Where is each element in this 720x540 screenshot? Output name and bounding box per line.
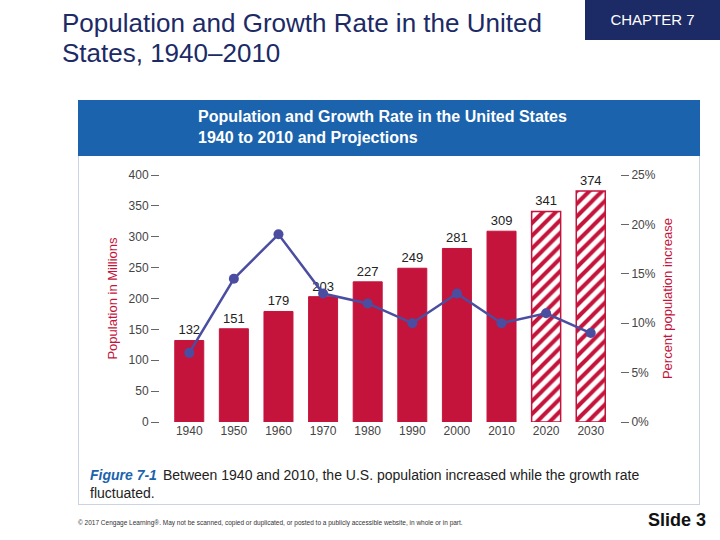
html-text:© 2017 Cengage Learning®. May: © 2017 Cengage Learning®. May not be sca…: [78, 519, 463, 526]
svg-text:350: 350: [129, 199, 149, 213]
svg-text:25%: 25%: [631, 168, 655, 182]
html-text:Figure 7-1 Between 1940 and 20: Figure 7-1 Between 1940 and 2010, the U.…: [90, 467, 640, 501]
svg-text:100: 100: [129, 353, 149, 367]
svg-text:1980: 1980: [354, 424, 381, 438]
svg-text:132: 132: [178, 322, 200, 337]
svg-text:374: 374: [580, 173, 602, 188]
svg-text:200: 200: [129, 292, 149, 306]
svg-text:203: 203: [312, 279, 334, 294]
svg-text:10%: 10%: [631, 316, 655, 330]
svg-text:1970: 1970: [310, 424, 337, 438]
svg-text:400: 400: [129, 168, 149, 182]
svg-text:1960: 1960: [265, 424, 292, 438]
svg-text:20%: 20%: [631, 218, 655, 232]
svg-text:2020: 2020: [533, 424, 560, 438]
svg-text:Population in Millions: Population in Millions: [105, 237, 120, 360]
svg-text:0: 0: [142, 415, 149, 429]
svg-text:0%: 0%: [631, 415, 649, 429]
svg-text:341: 341: [535, 193, 557, 208]
svg-text:2030: 2030: [577, 424, 604, 438]
html-text:Population and Growth Rate in: Population and Growth Rate in the United…: [62, 8, 542, 68]
svg-text:1990: 1990: [399, 424, 426, 438]
svg-text:1940: 1940: [176, 424, 203, 438]
svg-text:227: 227: [357, 264, 379, 279]
svg-text:309: 309: [491, 213, 513, 228]
svg-text:5%: 5%: [631, 366, 649, 380]
html-text:Slide 3: Slide 3: [648, 510, 706, 530]
svg-text:300: 300: [129, 230, 149, 244]
svg-text:2000: 2000: [444, 424, 471, 438]
html-text:CHAPTER 7: CHAPTER 7: [610, 11, 695, 28]
svg-text:Percent population increase: Percent population increase: [660, 218, 675, 379]
svg-text:250: 250: [129, 261, 149, 275]
svg-text:15%: 15%: [631, 267, 655, 281]
svg-text:2010: 2010: [488, 424, 515, 438]
svg-text:50: 50: [135, 384, 149, 398]
html-text:Population and Growth Rate in: Population and Growth Rate in the United…: [198, 108, 567, 146]
svg-text:249: 249: [401, 250, 423, 265]
svg-text:179: 179: [268, 293, 290, 308]
svg-text:281: 281: [446, 230, 468, 245]
svg-text:1950: 1950: [221, 424, 248, 438]
svg-text:151: 151: [223, 311, 245, 326]
svg-text:150: 150: [129, 323, 149, 337]
